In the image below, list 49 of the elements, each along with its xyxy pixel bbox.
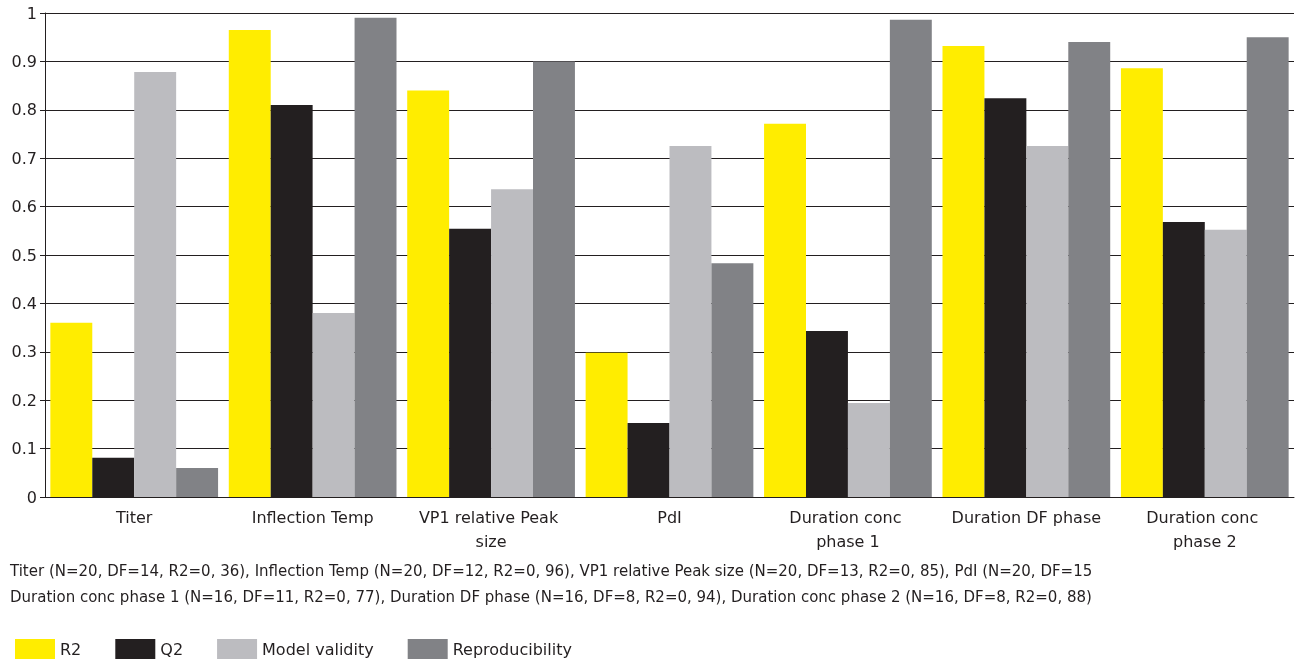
- bar: [92, 457, 135, 497]
- y-tick-label: 0.4: [11, 293, 37, 313]
- text: Duration conc phase 1 (N=16, DF=11, R2=0, 77), Duration DF phase (N=16, DF=8, R2=0, 94), Duration conc phase 2 (N=16, DF=8, R2=0, 88): [10, 587, 1092, 606]
- y-tick-label: 0.5: [11, 245, 37, 265]
- bar: [711, 263, 754, 497]
- bar: [312, 313, 355, 497]
- bar: [50, 322, 93, 497]
- bar: [889, 19, 932, 497]
- bar: [1246, 37, 1289, 497]
- y-tick-label: 0.1: [11, 439, 37, 459]
- bar: [627, 422, 670, 497]
- bar: [669, 146, 712, 497]
- x-tick-label: Inflection Temp: [251, 507, 374, 527]
- bar: [764, 123, 806, 497]
- bar: [585, 352, 628, 497]
- y-tick-label: 1: [26, 3, 37, 23]
- bar: [1162, 222, 1205, 497]
- bar: [1068, 42, 1111, 497]
- bar: [1204, 229, 1247, 497]
- bar: [354, 17, 397, 497]
- x-tick-label: Duration DF phase: [951, 507, 1102, 527]
- x-tick-label: Titer: [115, 507, 153, 527]
- y-tick-label: 0.8: [11, 100, 37, 120]
- bar: [1120, 68, 1163, 497]
- y-tick-label: 0.2: [11, 390, 37, 410]
- y-tick-label: 0.6: [11, 197, 37, 217]
- legend-label: Model validity: [262, 639, 374, 659]
- bar: [847, 403, 890, 497]
- legend-label: R2: [60, 639, 82, 659]
- bar: [176, 467, 219, 497]
- bar: [533, 61, 575, 497]
- legend-label: Q2: [160, 639, 184, 659]
- x-tick-label: PdI: [657, 507, 682, 527]
- y-tick-label: 0: [26, 487, 37, 507]
- text: Titer (N=20, DF=14, R2=0, 36), Inflection Temp (N=20, DF=12, R2=0, 96), VP1 relative Peak size (N=20, DF=13, R2=0, 85), PdI (N=20, DF=15: [9, 561, 1093, 580]
- bar: [134, 72, 177, 497]
- legend-label: Reproducibility: [452, 639, 572, 659]
- y-tick-label: 0.7: [11, 148, 37, 168]
- bar: [942, 45, 985, 497]
- bar: [449, 228, 492, 497]
- bar: [407, 90, 450, 497]
- y-tick-label: 0.3: [11, 342, 37, 362]
- x-tick-label: Duration conc phase 1: [789, 507, 907, 551]
- bar: [1026, 146, 1069, 497]
- bar: [228, 29, 271, 497]
- bar: [491, 189, 533, 497]
- x-tick-label: VP1 relative Peak size: [418, 507, 564, 551]
- x-tick-label: Duration conc phase 2: [1146, 507, 1264, 551]
- y-tick-label: 0.9: [11, 51, 37, 71]
